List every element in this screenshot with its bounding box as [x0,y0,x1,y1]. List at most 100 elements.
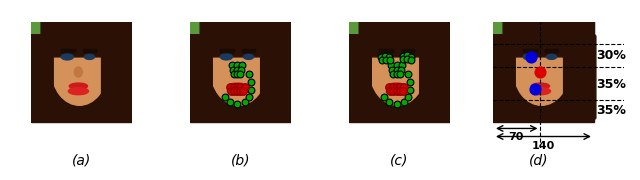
Point [245,81,255,84]
Ellipse shape [524,54,536,60]
Point [236,90,246,93]
Bar [524,49,538,52]
Point [392,73,402,75]
Ellipse shape [547,54,557,59]
FancyBboxPatch shape [29,35,53,114]
Point [239,101,250,104]
Point [397,90,408,93]
Point [232,103,243,106]
Point [239,86,250,89]
Text: 35%: 35% [596,104,626,117]
Bar [380,49,394,52]
Point [399,101,409,104]
Ellipse shape [228,83,246,89]
Point [385,90,396,93]
Ellipse shape [52,35,107,105]
Point [236,69,246,71]
Ellipse shape [61,54,74,60]
Point [225,86,236,89]
Point [232,90,243,93]
Point [406,58,416,61]
FancyBboxPatch shape [420,35,452,119]
FancyBboxPatch shape [503,17,579,57]
Point [394,90,404,93]
Ellipse shape [387,88,406,95]
Point [392,69,402,71]
Point [399,86,409,89]
Bar [190,22,236,57]
Ellipse shape [69,83,88,89]
Point [392,86,402,89]
Point [385,55,395,58]
Point [401,53,412,56]
FancyBboxPatch shape [260,35,293,119]
Bar [31,22,132,122]
Ellipse shape [84,54,95,59]
Bar [349,22,450,122]
Point [227,90,237,93]
Point [380,54,390,57]
Point [245,89,255,92]
Bar [220,49,234,52]
Point [404,81,415,84]
Text: (c): (c) [390,154,409,168]
Point [397,54,408,57]
Ellipse shape [68,88,88,95]
Point [232,69,243,71]
Point [232,86,243,89]
Point [243,96,253,99]
Ellipse shape [370,35,425,105]
FancyBboxPatch shape [491,35,515,114]
FancyBboxPatch shape [102,35,134,119]
FancyBboxPatch shape [564,35,596,119]
Point [377,58,387,61]
Point [392,90,402,93]
Ellipse shape [380,54,392,60]
Text: (a): (a) [72,154,91,168]
Bar [493,22,594,52]
Point [225,101,236,104]
Point [228,69,239,71]
Ellipse shape [514,35,569,105]
Ellipse shape [220,54,232,60]
Ellipse shape [403,54,413,59]
Point [227,64,237,66]
Ellipse shape [531,83,550,89]
Point [396,69,406,71]
Text: 70: 70 [509,132,524,143]
Point [229,86,239,89]
Point [535,71,545,73]
Ellipse shape [234,67,241,77]
Point [385,86,395,89]
Point [385,58,396,61]
Bar [493,22,594,122]
Ellipse shape [387,83,406,89]
Point [220,96,230,99]
FancyBboxPatch shape [188,35,212,114]
FancyBboxPatch shape [347,35,371,114]
Ellipse shape [243,54,253,59]
Point [237,64,248,66]
Bar [349,22,394,57]
Point [388,73,399,75]
Bar [401,49,413,52]
Point [392,64,402,66]
Point [403,73,413,75]
Point [229,90,239,93]
Point [387,64,397,66]
Bar [31,22,76,57]
Text: (d): (d) [529,154,548,168]
Text: 30%: 30% [596,49,626,62]
Bar [545,49,557,52]
Point [238,90,248,93]
Bar [83,49,95,52]
Point [531,88,541,91]
FancyBboxPatch shape [41,17,116,57]
Point [232,64,243,66]
Ellipse shape [227,88,248,95]
Bar [31,22,132,52]
FancyBboxPatch shape [359,17,435,57]
Point [381,58,392,61]
Point [229,73,239,75]
Point [376,55,387,58]
